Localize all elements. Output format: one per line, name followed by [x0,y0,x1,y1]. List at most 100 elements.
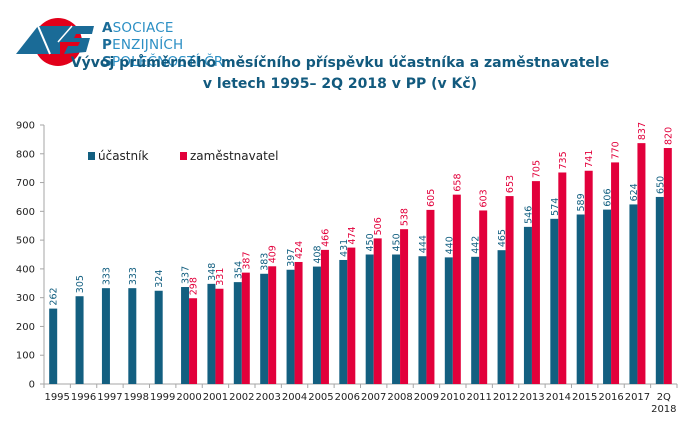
bar-zamestnavatel [452,194,461,384]
org-initial: P [102,37,113,53]
data-label: 348 [207,263,218,281]
chart-title: Vývoj průměrného měsíčního příspěvku úča… [70,55,610,71]
chart-title-block: Vývoj průměrného měsíčního příspěvku úča… [0,53,680,95]
data-label: 298 [189,277,200,295]
data-label: 331 [215,268,226,286]
bar-ucastnik [576,214,585,384]
data-label: 333 [101,267,112,285]
legend-swatch [180,152,187,160]
bar-zamestnavatel [347,247,356,384]
legend: účastník zaměstnavatel [88,149,279,163]
data-label: 741 [584,150,595,168]
bar-zamestnavatel [373,238,382,384]
x-tick-label: 2005 [308,392,333,403]
data-label: 705 [531,160,542,178]
y-tick-label: 800 [16,149,35,160]
data-label: 408 [312,245,323,263]
data-label: 735 [558,151,569,169]
data-label: 538 [400,208,411,226]
bar-ucastnik [312,266,321,384]
y-tick-label: 200 [16,322,35,333]
data-label: 444 [418,235,429,253]
y-tick-label: 500 [16,236,35,247]
x-tick-label: 2Q [657,392,671,403]
org-word: SOCIACE [112,20,174,36]
data-label: 424 [294,241,305,259]
bar-zamestnavatel [320,249,329,384]
org-word: POLEČNOSTÍ ČR [111,54,224,70]
x-tick-label: 2010 [440,392,465,403]
data-label: 465 [497,229,508,247]
legend-swatch [88,152,95,160]
bar-ucastnik [497,250,506,384]
bar-ucastnik [233,282,242,384]
bar-zamestnavatel [558,172,567,384]
bar-ucastnik [471,256,480,384]
bar-zamestnavatel [294,261,303,384]
data-label: 354 [233,261,244,279]
data-label: 606 [603,188,614,206]
data-label: 324 [154,270,165,288]
bar-zamestnavatel [611,162,620,384]
x-tick-label: 2017 [625,392,650,403]
axes: 0 100 200 300 400 500 600 700 800 900 1995 1996 1997… [16,121,678,415]
org-initial: A [102,20,113,36]
x-tick-label: 2002 [229,392,254,403]
x-tick-label: 1999 [150,392,175,403]
bar-zamestnavatel [531,181,540,384]
bar-zamestnavatel [241,272,250,384]
bar-ucastnik [444,257,453,384]
organization-name: ASOCIACE PENZIJNÍCH SPOLEČNOSTÍ ČR [102,20,223,71]
data-label: 653 [505,175,516,193]
bar-ucastnik [260,273,269,384]
data-label: 397 [286,249,297,267]
bars [49,143,672,384]
data-label: 431 [339,239,350,257]
x-tick-label: 2004 [282,392,307,403]
bar-zamestnavatel [479,210,488,384]
data-label: 546 [523,206,534,224]
x-tick-label: 2003 [255,392,280,403]
x-tick-label: 2009 [414,392,439,403]
x-tick-label: 2015 [572,392,597,403]
data-label: 333 [128,267,139,285]
data-label: 506 [373,217,384,235]
bar-zamestnavatel [584,170,593,384]
data-label: 574 [550,198,561,216]
y-tick-label: 0 [29,380,35,391]
legend-label: zaměstnavatel [190,149,279,163]
bar-ucastnik [418,256,427,384]
bar-ucastnik [655,196,664,384]
bar-ucastnik [365,254,374,384]
bar-ucastnik [523,226,532,384]
x-tick-label: 1996 [71,392,96,403]
x-tick-label: 2016 [598,392,623,403]
data-label: 262 [49,287,60,305]
data-label: 770 [611,141,622,159]
y-tick-label: 900 [16,121,35,132]
bar-ucastnik [181,287,190,384]
data-label: 820 [663,127,674,145]
y-tick-label: 700 [16,178,35,189]
bar-ucastnik [603,209,612,384]
bar-ucastnik [339,259,348,384]
x-tick-label: 2012 [493,392,518,403]
bar-zamestnavatel [215,288,224,384]
data-label: 387 [241,251,252,269]
bar-ucastnik [392,254,401,384]
data-label: 450 [392,233,403,251]
data-label: 442 [471,236,482,254]
bar-zamestnavatel [426,209,435,384]
bar-zamestnavatel [189,298,198,384]
bar-zamestnavatel [400,229,409,384]
data-label: 409 [268,245,279,263]
data-labels: 262 305 333 333 324 337 348 354 383 397 408 431 450 4… [49,122,675,306]
data-label: 305 [75,275,86,293]
bar-ucastnik [101,288,110,384]
y-tick-label: 600 [16,207,35,218]
data-label: 624 [629,183,640,201]
data-label: 337 [181,266,192,284]
x-tick-label: 2001 [203,392,228,403]
data-label: 383 [260,253,271,271]
